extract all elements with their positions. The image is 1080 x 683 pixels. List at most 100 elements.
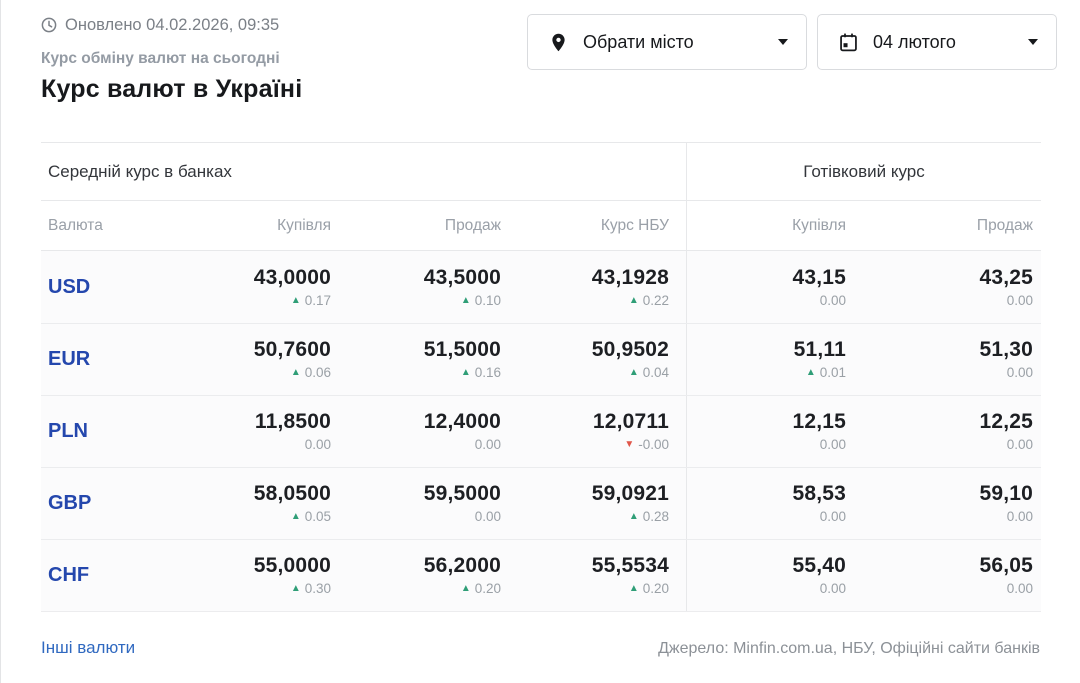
rate-value: 11,8500 [254,410,331,433]
change-value: 0.00 [1006,292,1033,308]
rate-change: 0.00 [1007,581,1033,597]
group-header-cash: Готівковий курс [686,143,1041,200]
rate-change: ▲ 0.30 [291,581,331,597]
change-value: 0.00 [819,437,846,452]
rate-cell: 58,0500 ▲ 0.05 [186,468,331,539]
top-bar: Оновлено 04.02.2026, 09:35 Курс обміну в… [1,0,1080,104]
table-group-header-row: Середній курс в банках Готівковий курс [41,143,1041,201]
footer: Інші валюти Джерело: Minfin.com.ua, НБУ,… [1,638,1080,658]
rate-change: ▲ 0.20 [461,581,501,597]
up-arrow-icon: ▲ [805,367,816,378]
rate-cell: 12,0711 ▼ -0.00 [501,396,686,467]
up-arrow-icon: ▲ [290,511,301,522]
rate-value: 43,5000 [423,265,501,289]
up-arrow-icon: ▲ [628,367,639,378]
rate-cell: 50,7600 ▲ 0.06 [186,324,331,395]
updated-row: Оновлено 04.02.2026, 09:35 [41,14,302,36]
rate-cell: 51,30 0.00 [846,324,1041,395]
rate-cell: 55,5534 ▲ 0.20 [501,540,686,611]
change-value: 0.00 [819,292,846,308]
change-value: 0.00 [819,581,846,596]
group-header-bank: Середній курс в банках [48,161,232,181]
rate-value: 12,25 [979,410,1033,433]
currency-link-pln[interactable]: PLN [48,420,88,442]
rate-change: 0.00 [475,437,501,453]
change-value: -0.00 [638,437,669,452]
table-row: CHF 55,0000 ▲ 0.30 56,2000 ▲ 0.20 55,5534 ▲ 0.… [41,539,1041,611]
rate-value: 59,5000 [423,482,501,505]
rate-cell: 11,8500 0.00 [186,396,331,467]
rate-change: 0.00 [305,437,331,453]
other-currencies-link[interactable]: Інші валюти [41,638,136,657]
up-arrow-icon: ▲ [290,583,301,594]
rate-cell: 43,0000 ▲ 0.17 [186,251,331,323]
change-value: 0.00 [819,509,846,524]
rate-value: 12,4000 [423,410,501,433]
change-value: 0.00 [1006,437,1033,452]
rate-cell: 43,25 0.00 [846,251,1041,323]
rate-value: 51,30 [979,338,1033,361]
rate-cell: 12,15 0.00 [686,396,846,467]
rate-value: 55,40 [792,554,846,577]
rate-cell: 51,11 ▲ 0.01 [686,324,846,395]
change-value: 0.20 [642,581,669,596]
column-header-currency: Валюта [48,216,103,234]
rate-change: ▲ 0.22 [629,293,669,309]
selectors: Обрати місто 04 лютого [527,14,1057,104]
rates-table: Середній курс в банках Готівковий курс В… [41,142,1041,612]
rate-value: 58,0500 [253,482,331,505]
date-selector[interactable]: 04 лютого [817,14,1057,70]
rate-value: 50,9502 [591,338,669,361]
up-arrow-icon: ▲ [628,511,639,522]
rate-cell: 58,53 0.00 [686,468,846,539]
currency-link-gbp[interactable]: GBP [48,492,92,514]
rate-change: ▲ 0.20 [629,581,669,597]
rate-cell: 50,9502 ▲ 0.04 [501,324,686,395]
rate-change: 0.00 [1007,365,1033,381]
source-text: Джерело: Minfin.com.ua, НБУ, Офіційні са… [658,640,1040,657]
rate-value: 59,10 [979,482,1033,505]
change-value: 0.00 [304,437,331,452]
currency-link-chf[interactable]: CHF [48,564,90,586]
change-value: 0.30 [304,581,331,596]
rate-value: 50,7600 [253,338,331,361]
rate-change: ▲ 0.06 [291,365,331,381]
location-pin-icon [552,33,565,51]
table-column-header-row: Валюта Купівля Продаж Курс НБУ Купівля П… [41,201,1041,251]
column-header-cash-sell: Продаж [976,216,1033,234]
rate-value: 12,15 [792,410,846,433]
rate-value: 56,05 [979,554,1033,577]
rate-cell: 55,0000 ▲ 0.30 [186,540,331,611]
rate-change: 0.00 [820,293,846,309]
change-value: 0.00 [474,509,501,524]
rate-value: 55,5534 [591,554,669,577]
rate-cell: 43,1928 ▲ 0.22 [501,251,686,323]
rate-change: 0.00 [820,437,846,453]
change-value: 0.10 [474,292,501,308]
change-value: 0.05 [304,509,331,524]
change-value: 0.00 [1006,365,1033,380]
rate-cell: 56,05 0.00 [846,540,1041,611]
city-selector[interactable]: Обрати місто [527,14,807,70]
table-row: EUR 50,7600 ▲ 0.06 51,5000 ▲ 0.16 50,9502 ▲ 0.… [41,323,1041,395]
rate-cell: 56,2000 ▲ 0.20 [331,540,501,611]
currency-link-eur[interactable]: EUR [48,348,91,370]
rate-value: 51,11 [793,338,846,361]
rate-change: ▲ 0.01 [806,365,846,381]
change-value: 0.00 [1006,509,1033,524]
city-selector-label: Обрати місто [583,31,694,52]
rate-cell: 51,5000 ▲ 0.16 [331,324,501,395]
rate-change: ▲ 0.04 [629,365,669,381]
currency-link-usd[interactable]: USD [48,275,91,298]
rate-change: 0.00 [820,581,846,597]
page-subtitle: Курс обміну валют на сьогодні [41,50,280,67]
change-value: 0.22 [642,292,669,308]
page-title: Курс валют в Україні [41,75,303,103]
change-value: 0.06 [304,365,331,380]
headings: Оновлено 04.02.2026, 09:35 Курс обміну в… [41,14,302,104]
change-value: 0.16 [474,365,501,380]
rate-value: 51,5000 [423,338,501,361]
column-header-bank-buy: Купівля [277,216,331,234]
chevron-down-icon [1028,39,1038,45]
table-row: GBP 58,0500 ▲ 0.05 59,5000 0.00 59,0921 ▲ 0.2… [41,467,1041,539]
